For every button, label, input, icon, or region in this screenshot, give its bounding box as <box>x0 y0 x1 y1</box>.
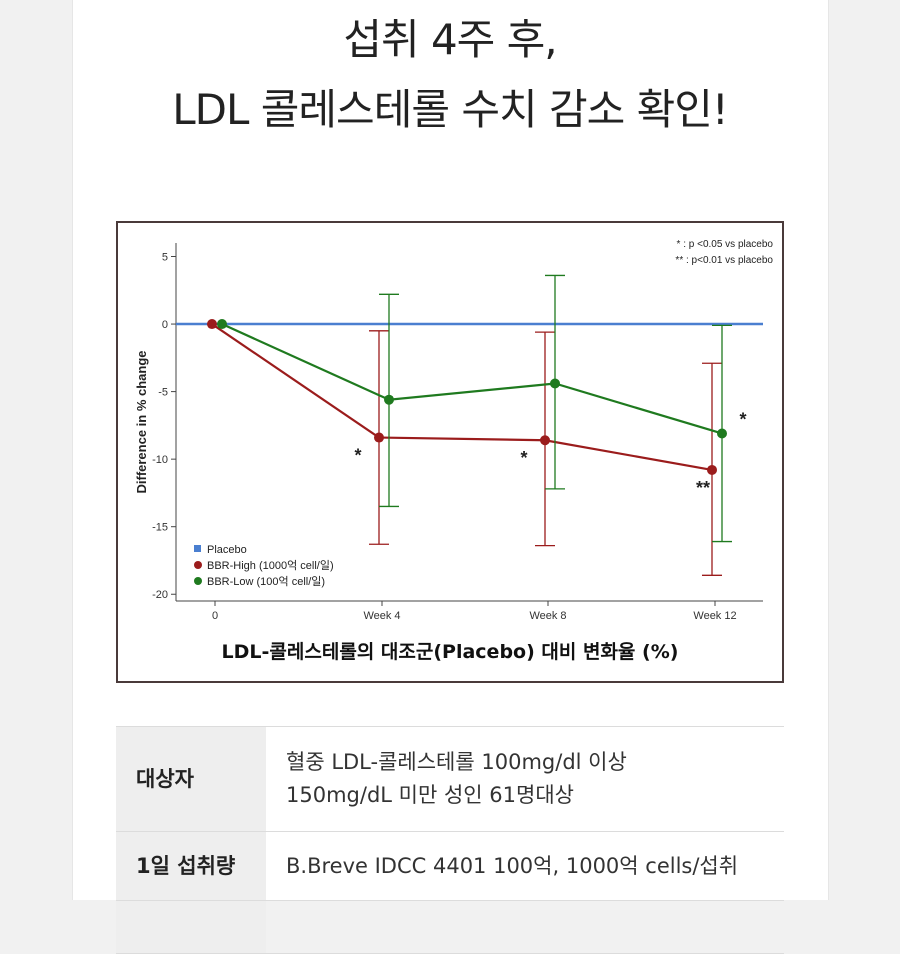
data-point-bbr-high <box>207 319 217 330</box>
table-row: 대상자 혈중 LDL-콜레스테롤 100mg/dl 이상 150mg/dL 미만… <box>116 726 784 832</box>
row-value-empty <box>266 900 784 954</box>
row-value-line: 혈중 LDL-콜레스테롤 100mg/dl 이상 <box>286 750 627 774</box>
data-point-bbr-low <box>384 394 394 405</box>
significance-marker-bbr-high: * <box>354 446 361 466</box>
row-value-subjects: 혈중 LDL-콜레스테롤 100mg/dl 이상 150mg/dL 미만 성인 … <box>266 726 784 832</box>
x-tick-label: 0 <box>212 610 218 622</box>
y-tick-label: 5 <box>162 252 168 264</box>
y-tick-label: -20 <box>152 589 168 601</box>
significance-note: * : p <0.05 vs placebo <box>677 239 774 250</box>
table-row <box>116 900 784 954</box>
legend-label-bbr-low: BBR-Low (100억 cell/일) <box>207 574 325 588</box>
legend-label-bbr-high: BBR-High (1000억 cell/일) <box>207 558 334 572</box>
significance-note: ** : p<0.01 vs placebo <box>675 255 773 266</box>
x-tick-label: Week 4 <box>363 610 400 622</box>
data-point-bbr-low <box>550 378 560 389</box>
significance-marker-bbr-high: * <box>520 448 527 468</box>
legend-marker-bbr-low <box>194 577 202 585</box>
data-point-bbr-low <box>217 319 227 330</box>
x-tick-label: Week 12 <box>693 610 736 622</box>
y-tick-label: -10 <box>152 454 168 466</box>
data-point-bbr-high <box>707 464 717 475</box>
significance-marker-bbr-low: * <box>739 409 746 429</box>
legend-label-placebo: Placebo <box>207 544 247 556</box>
legend-marker-placebo <box>194 545 201 552</box>
y-tick-label: -5 <box>158 387 168 399</box>
data-point-bbr-high <box>540 435 550 446</box>
data-point-bbr-high <box>374 432 384 443</box>
y-axis-label: Difference in % change <box>134 350 149 493</box>
headline-line-1: 섭취 4주 후, <box>343 15 557 64</box>
chart-container: 5 0 -5 -10 -15 -20 0 Week 4 Week 8 Week 12 Differe… <box>116 221 784 683</box>
chart-caption: LDL-콜레스테롤의 대조군(Placebo) 대비 변화율 (%) <box>221 641 679 663</box>
x-tick-label: Week 8 <box>529 610 566 622</box>
y-tick-label: -15 <box>152 522 168 534</box>
y-tick-label: 0 <box>162 319 168 331</box>
ldl-change-chart: 5 0 -5 -10 -15 -20 0 Week 4 Week 8 Week 12 Differe… <box>134 239 774 622</box>
legend-marker-bbr-high <box>194 561 202 569</box>
row-label-subjects: 대상자 <box>116 726 266 832</box>
headline-line-2: LDL 콜레스테롤 수치 감소 확인! <box>172 85 728 134</box>
series-line-bbr-low <box>221 323 723 435</box>
table-row: 1일 섭취량 B.Breve IDCC 4401 100억, 1000억 cel… <box>116 831 784 901</box>
study-info-table: 대상자 혈중 LDL-콜레스테롤 100mg/dl 이상 150mg/dL 미만… <box>116 726 784 954</box>
row-value-daily-intake: B.Breve IDCC 4401 100억, 1000억 cells/섭취 <box>266 831 784 901</box>
data-point-bbr-low <box>717 428 727 439</box>
series-line-bbr-high <box>211 323 713 472</box>
row-value-line: 150mg/dL 미만 성인 61명대상 <box>286 783 574 807</box>
significance-marker-bbr-high: ** <box>696 478 710 498</box>
row-label-empty <box>116 900 266 954</box>
row-label-daily-intake: 1일 섭취량 <box>116 831 266 901</box>
row-value-line: B.Breve IDCC 4401 100억, 1000억 cells/섭취 <box>286 853 739 878</box>
